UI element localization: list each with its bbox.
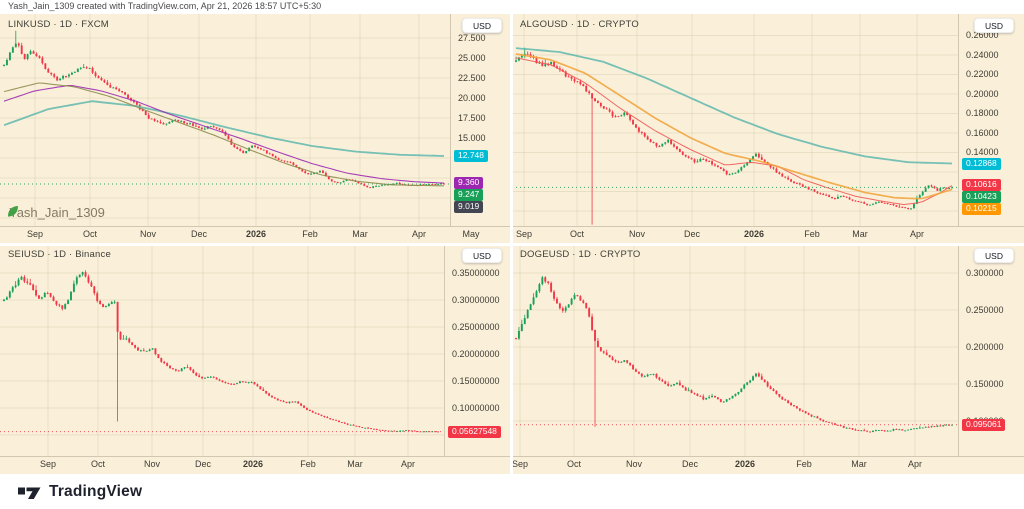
time-axis-label: Apr: [411, 229, 427, 239]
price-label: 0.10215: [962, 203, 1001, 215]
price-label: 0.10423: [962, 191, 1001, 203]
price-chart-canvas[interactable]: [0, 244, 512, 474]
time-axis-label: Nov: [628, 229, 646, 239]
price-tick: 0.35000000: [452, 268, 500, 278]
time-axis-label: Apr: [909, 229, 925, 239]
time-axis-label: Mar: [852, 229, 868, 239]
price-tick: 22.500: [458, 73, 486, 83]
time-axis-label: Dec: [681, 459, 699, 469]
time-axis-label: 2026: [734, 459, 756, 469]
time-axis-label: Mar: [352, 229, 368, 239]
tradingview-brand-text[interactable]: TradingView: [49, 482, 143, 500]
price-tick: 17.500: [458, 113, 486, 123]
time-axis-label: Dec: [194, 459, 212, 469]
time-axis[interactable]: Sep Oct Nov Dec 2026 Feb Mar Apr: [0, 456, 512, 474]
price-tick: 0.20000000: [452, 349, 500, 359]
price-tick: 25.000: [458, 53, 486, 63]
time-axis-label: 2026: [245, 229, 267, 239]
price-chart-canvas[interactable]: [0, 14, 512, 244]
chart-pane-seiusd: SEIUSD · 1D · Binance USD 0.35000000 0.30…: [0, 244, 512, 474]
time-axis-label: Oct: [82, 229, 98, 239]
chart-pane-linkusd: LINKUSD · 1D · FXCM USD 27.500 25.000 22.5…: [0, 14, 512, 244]
price-tick: 0.22000: [966, 69, 999, 79]
time-axis[interactable]: Sep Oct Nov Dec 2026 Feb Mar Apr May: [0, 226, 512, 244]
price-tick: 0.16000: [966, 128, 999, 138]
chart-symbol-title[interactable]: ALGOUSD · 1D · CRYPTO: [520, 19, 639, 30]
price-tick: 20.000: [458, 93, 486, 103]
time-axis-label: May: [462, 229, 480, 239]
price-tick: 15.000: [458, 133, 486, 143]
time-axis-label: Dec: [190, 229, 208, 239]
price-axis[interactable]: 0.26000 0.24000 0.22000 0.20000 0.18000 0.160…: [959, 14, 1024, 226]
price-label: 0.095061: [962, 419, 1006, 431]
time-axis-label: 2026: [242, 459, 264, 469]
price-tick: 0.25000000: [452, 322, 500, 332]
price-tick: 0.30000000: [452, 295, 500, 305]
price-label: 9.247: [454, 189, 484, 201]
time-axis-label: 2026: [743, 229, 765, 239]
time-axis-label: Oct: [566, 459, 582, 469]
time-axis[interactable]: Sep Oct Nov Dec 2026 Feb Mar Apr: [512, 226, 1024, 244]
chart-pane-algousd: ALGOUSD · 1D · CRYPTO USD 0.26000 0.24000…: [512, 14, 1024, 244]
price-tick: 27.500: [458, 33, 486, 43]
time-axis-label: Oct: [569, 229, 585, 239]
time-axis-label: Feb: [302, 229, 318, 239]
time-axis-label: Sep: [515, 229, 533, 239]
price-label: 0.12868: [962, 158, 1001, 170]
time-axis-label: Nov: [625, 459, 643, 469]
currency-button[interactable]: USD: [974, 248, 1014, 263]
price-tick: 0.18000: [966, 108, 999, 118]
snapshot-attribution-text: Yash_Jain_1309 created with TradingView.…: [8, 1, 322, 11]
price-tick: 0.250000: [966, 305, 1004, 315]
time-axis-label: Sep: [26, 229, 44, 239]
time-axis-label: Feb: [796, 459, 812, 469]
time-axis-label: Sep: [512, 459, 529, 469]
price-tick: 0.26000: [966, 30, 999, 40]
time-axis-label: Mar: [851, 459, 867, 469]
price-label: 12.748: [454, 150, 488, 162]
chart-symbol-title[interactable]: LINKUSD · 1D · FXCM: [8, 19, 109, 30]
currency-button[interactable]: USD: [974, 18, 1014, 33]
chart-pane-dogeusd: DOGEUSD · 1D · CRYPTO USD 0.300000 0.2500…: [512, 244, 1024, 474]
price-tick: 0.20000: [966, 89, 999, 99]
price-label: 9.019: [454, 201, 484, 213]
time-axis-label: Apr: [907, 459, 923, 469]
chart-grid: LINKUSD · 1D · FXCM USD 27.500 25.000 22.5…: [0, 14, 1024, 474]
time-axis-label: Feb: [804, 229, 820, 239]
price-axis[interactable]: 0.3000000.2500000.2000000.1500000.100000…: [959, 244, 1024, 456]
price-tick: 0.14000: [966, 147, 999, 157]
time-axis-label: Oct: [90, 459, 106, 469]
footer: TradingView: [0, 474, 1024, 509]
time-axis-label: Apr: [400, 459, 416, 469]
time-axis-label: Sep: [39, 459, 57, 469]
currency-button[interactable]: USD: [462, 248, 502, 263]
tradingview-logo-icon[interactable]: [18, 482, 42, 501]
price-tick: 0.150000: [966, 379, 1004, 389]
time-axis[interactable]: Sep Oct Nov Dec 2026 Feb Mar Apr: [512, 456, 1024, 474]
price-label: 9.360: [454, 177, 484, 189]
time-axis-label: Mar: [347, 459, 363, 469]
price-tick: 0.24000: [966, 50, 999, 60]
snapshot-header: Yash_Jain_1309 created with TradingView.…: [0, 0, 1024, 14]
price-tick: 0.15000000: [452, 376, 500, 386]
price-axis[interactable]: 0.35000000 0.30000000 0.25000000 0.20000000…: [445, 244, 512, 456]
chart-symbol-title[interactable]: DOGEUSD · 1D · CRYPTO: [520, 249, 641, 260]
time-axis-label: Nov: [143, 459, 161, 469]
price-label: 0.05627548: [448, 426, 501, 438]
price-tick: 0.200000: [966, 342, 1004, 352]
time-axis-label: Feb: [300, 459, 316, 469]
pane-divider-horizontal: [0, 243, 1024, 246]
username-watermark: Yash_Jain_1309: [6, 205, 105, 220]
chart-symbol-title[interactable]: SEIUSD · 1D · Binance: [8, 249, 111, 260]
price-tick: 0.300000: [966, 268, 1004, 278]
price-tick: 0.10000000: [452, 403, 500, 413]
watermark-text: Yash_Jain_1309: [9, 205, 105, 220]
price-chart-canvas[interactable]: [512, 14, 1024, 244]
price-label: 0.10616: [962, 179, 1001, 191]
currency-button[interactable]: USD: [462, 18, 502, 33]
price-axis[interactable]: 27.500 25.000 22.500 20.000 17.500 15.000 12.7…: [451, 14, 512, 226]
price-chart-canvas[interactable]: [512, 244, 1024, 474]
time-axis-label: Nov: [139, 229, 157, 239]
time-axis-label: Dec: [683, 229, 701, 239]
